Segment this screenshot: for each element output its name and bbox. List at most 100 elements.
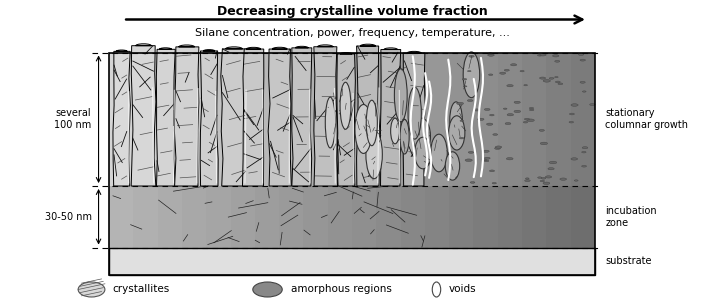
Ellipse shape	[555, 76, 558, 78]
Ellipse shape	[523, 122, 528, 123]
Bar	[498, 52, 522, 186]
Polygon shape	[314, 45, 337, 186]
Ellipse shape	[580, 81, 585, 83]
Ellipse shape	[492, 182, 496, 184]
Ellipse shape	[507, 85, 513, 87]
Ellipse shape	[253, 282, 282, 297]
Ellipse shape	[463, 52, 479, 98]
Ellipse shape	[484, 160, 489, 162]
Ellipse shape	[504, 69, 509, 71]
Bar	[546, 186, 570, 248]
Ellipse shape	[450, 102, 463, 138]
Polygon shape	[175, 45, 199, 186]
Ellipse shape	[488, 53, 492, 54]
Bar	[522, 186, 546, 248]
Ellipse shape	[391, 118, 399, 144]
Bar	[473, 52, 498, 186]
Ellipse shape	[467, 100, 473, 101]
Ellipse shape	[540, 54, 546, 56]
Ellipse shape	[78, 282, 105, 297]
Bar	[376, 52, 401, 186]
Ellipse shape	[579, 53, 584, 56]
Ellipse shape	[537, 55, 542, 56]
Polygon shape	[156, 48, 175, 186]
Text: several
100 nm: several 100 nm	[54, 108, 92, 130]
Bar	[376, 186, 401, 248]
Ellipse shape	[448, 116, 465, 150]
Ellipse shape	[539, 77, 546, 79]
Ellipse shape	[366, 130, 382, 179]
Polygon shape	[268, 47, 291, 186]
Ellipse shape	[400, 119, 409, 154]
Ellipse shape	[529, 107, 534, 109]
Ellipse shape	[413, 118, 430, 155]
Ellipse shape	[555, 60, 560, 62]
Ellipse shape	[496, 146, 502, 148]
Ellipse shape	[495, 147, 501, 149]
Text: crystallites: crystallites	[112, 284, 169, 295]
Bar	[279, 186, 303, 248]
Ellipse shape	[367, 136, 377, 178]
Ellipse shape	[548, 168, 554, 170]
Ellipse shape	[529, 109, 534, 111]
Text: amorphous regions: amorphous regions	[291, 284, 392, 295]
Ellipse shape	[459, 137, 464, 139]
Bar	[206, 186, 230, 248]
Bar	[401, 186, 425, 248]
Ellipse shape	[469, 55, 474, 57]
Ellipse shape	[489, 170, 494, 172]
Ellipse shape	[543, 80, 551, 82]
Ellipse shape	[553, 55, 559, 57]
Bar	[473, 186, 498, 248]
Ellipse shape	[468, 152, 474, 153]
Ellipse shape	[570, 113, 574, 115]
Ellipse shape	[524, 118, 529, 120]
Ellipse shape	[478, 118, 484, 120]
Ellipse shape	[463, 86, 467, 87]
Ellipse shape	[525, 178, 529, 179]
Polygon shape	[292, 46, 312, 186]
Polygon shape	[113, 50, 130, 186]
Ellipse shape	[540, 180, 545, 182]
Ellipse shape	[555, 81, 560, 83]
Ellipse shape	[474, 109, 479, 111]
Ellipse shape	[467, 70, 471, 72]
Bar	[134, 52, 158, 186]
Bar	[498, 186, 522, 248]
Ellipse shape	[582, 91, 586, 92]
Text: substrate: substrate	[605, 256, 652, 266]
Polygon shape	[403, 51, 425, 186]
Bar	[158, 52, 182, 186]
Bar	[570, 52, 595, 186]
Ellipse shape	[507, 114, 513, 116]
Ellipse shape	[569, 122, 574, 123]
Ellipse shape	[543, 182, 550, 184]
Ellipse shape	[549, 77, 554, 79]
Ellipse shape	[432, 282, 441, 297]
Ellipse shape	[580, 59, 586, 61]
Polygon shape	[200, 50, 218, 186]
Bar	[231, 52, 255, 186]
Bar	[570, 186, 595, 248]
Ellipse shape	[483, 150, 489, 152]
Text: voids: voids	[449, 284, 477, 295]
Bar	[425, 52, 449, 186]
Ellipse shape	[524, 85, 527, 86]
Ellipse shape	[510, 64, 517, 66]
Ellipse shape	[431, 134, 447, 172]
Bar	[546, 52, 570, 186]
Ellipse shape	[463, 78, 467, 80]
Ellipse shape	[574, 180, 578, 181]
Ellipse shape	[503, 108, 507, 109]
Bar	[449, 52, 473, 186]
Bar	[109, 248, 595, 274]
Ellipse shape	[582, 152, 586, 153]
Ellipse shape	[571, 158, 577, 160]
Ellipse shape	[558, 83, 562, 85]
Bar	[303, 52, 328, 186]
Ellipse shape	[457, 102, 463, 105]
Ellipse shape	[355, 104, 372, 153]
Ellipse shape	[489, 74, 493, 76]
Bar	[327, 52, 352, 186]
Polygon shape	[337, 52, 356, 186]
